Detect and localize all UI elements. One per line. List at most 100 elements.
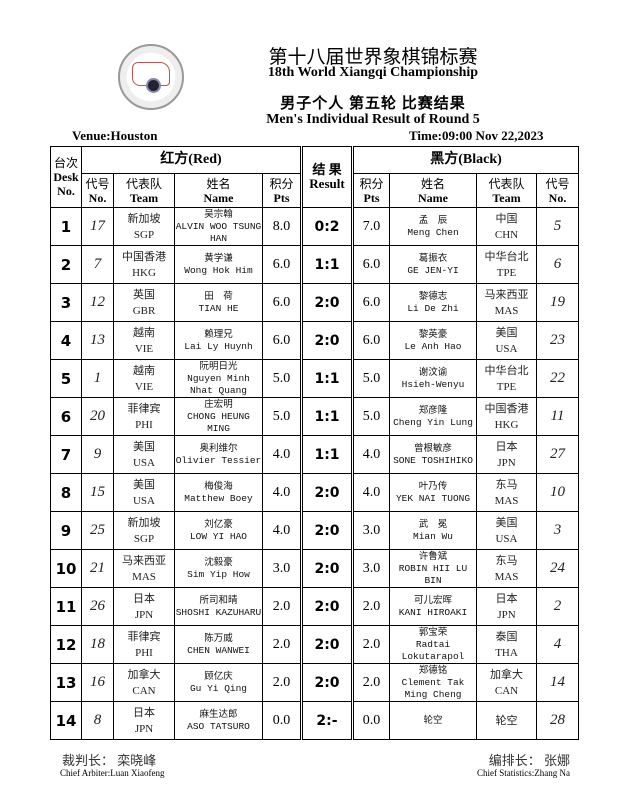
red-points-text: 0.0: [272, 712, 291, 728]
table-row: 2 7 中国香港 HKG 黄学谦 Wong Hok Him 6.0 1:1 6.0 葛振衣 GE J…: [50, 245, 579, 284]
desk-number: 2: [50, 245, 82, 284]
red-points-text: 6.0: [272, 294, 291, 310]
black-team-text: TPE: [496, 380, 517, 393]
black-points-text: 2.0: [362, 636, 381, 652]
black-player-name-text: GE JEN-YI: [407, 264, 459, 276]
black-player-no-text: 22: [550, 370, 565, 386]
red-team-text: 日本: [133, 592, 155, 605]
black-points-text: 0.0: [362, 712, 381, 728]
black-team-text: 轮空: [495, 714, 518, 727]
red-team-text: JPN: [134, 722, 154, 735]
black-team-text: CHN: [494, 228, 519, 241]
header-red-team: 代表队 Team: [113, 173, 175, 208]
red-points-text: 2.0: [272, 636, 291, 652]
red-team-text: VIE: [134, 380, 154, 393]
red-points-text: 8.0: [272, 218, 291, 234]
red-points-text: 6.0: [272, 332, 291, 348]
black-player-no-text: 6: [553, 256, 562, 272]
game-result-text: 1:1: [314, 256, 340, 273]
black-points-text: 5.0: [362, 408, 381, 424]
red-team-text: VIE: [134, 342, 154, 355]
black-player-no: 6: [536, 245, 579, 284]
black-player-name: 葛振衣 GE JEN-YI: [389, 245, 477, 284]
game-result-text: 2:-: [316, 712, 338, 729]
red-player-no-text: 8: [93, 712, 102, 728]
black-player-no: 2: [536, 587, 579, 626]
red-points: 2.0: [262, 625, 303, 664]
black-player-name-text: 孟 辰: [418, 214, 448, 226]
red-player-no-text: 20: [90, 408, 105, 424]
black-player-no: 14: [536, 663, 579, 702]
red-team-text: USA: [132, 456, 155, 469]
black-team: 中华台北 TPE: [476, 359, 537, 398]
black-team: 美国 USA: [476, 321, 537, 360]
red-points-text: 4.0: [272, 522, 291, 538]
red-player-name: 梅俊海 Matthew Boey: [174, 473, 263, 512]
black-player-name-text: 郭宝荣: [418, 626, 448, 638]
table-row: 11 26 日本 JPN 所司和晴 SHOSHI KAZUHARU 2.0 2:0 2.0 可儿宏…: [50, 587, 579, 626]
black-player-name-text: 可儿宏晖: [413, 594, 452, 606]
red-points-text: 5.0: [272, 408, 291, 424]
red-points: 6.0: [262, 321, 303, 360]
black-player-name-text: 轮空: [423, 714, 443, 726]
red-team: 越南 VIE: [113, 359, 175, 398]
black-team-text: 日本: [495, 592, 518, 605]
red-team: 加拿大 CAN: [113, 663, 175, 702]
black-team-text: 中国香港: [484, 402, 529, 415]
red-player-name: 陈万威 CHEN WANWEI: [174, 625, 263, 664]
red-team: 美国 USA: [113, 435, 175, 474]
desk-number-text: 6: [60, 407, 72, 426]
black-team: 中华台北 TPE: [476, 245, 537, 284]
game-result: 2:0: [301, 511, 354, 550]
red-player-no: 25: [81, 511, 114, 550]
black-player-name-text: Clement Tak Ming Cheng: [401, 676, 465, 700]
black-player-no-text: 5: [553, 218, 562, 234]
red-player-name-text: CHONG HEUNG MING: [187, 410, 250, 434]
red-team-text: 英国: [133, 288, 155, 301]
chief-arbiter-en: Chief Arbiter:Luan Xiaofeng: [60, 768, 165, 778]
black-player-name-text: Li De Zhi: [407, 302, 459, 314]
table-row: 7 9 美国 USA 奥利维尔 Olivier Tessier 4.0 1:1 4.0 曾根敏彦 S…: [50, 435, 579, 474]
black-points: 2.0: [352, 663, 390, 702]
table-row: 12 18 菲律宾 PHI 陈万威 CHEN WANWEI 2.0 2:0 2.0 郭宝荣 Radt…: [50, 625, 579, 664]
black-player-name-text: 曾根敏彦: [413, 442, 452, 454]
red-team: 马来西亚 MAS: [113, 549, 175, 588]
black-player-name-text: Meng Chen: [407, 226, 459, 238]
red-player-name-text: Sim Yip How: [187, 568, 250, 580]
red-player-no: 17: [81, 207, 114, 246]
black-team-text: 美国: [495, 326, 518, 339]
red-points-text: 5.0: [272, 370, 291, 386]
red-team-text: 美国: [133, 478, 155, 491]
desk-number-text: 1: [60, 217, 72, 236]
red-team: 英国 GBR: [113, 283, 175, 322]
black-points: 3.0: [352, 549, 390, 588]
black-player-no-text: 19: [550, 294, 565, 310]
black-team-text: 东马: [495, 554, 518, 567]
red-points-text: 2.0: [272, 598, 291, 614]
black-team-text: 中国: [495, 212, 518, 225]
black-team: 东马 MAS: [476, 473, 537, 512]
table-row: 14 8 日本 JPN 麻生达郎 ASO TATSURO 0.0 2:- 0.0 轮空 轮空 28: [50, 701, 579, 740]
header-black-pts: 积分 Pts: [352, 173, 390, 208]
red-points: 4.0: [262, 473, 303, 512]
chief-arbiter-cn: 裁判长： 栾晓峰: [62, 753, 157, 768]
red-player-name-text: ALVIN WOO TSUNG HAN: [175, 220, 262, 244]
desk-number-text: 13: [55, 673, 77, 692]
red-team-text: HKG: [132, 266, 156, 279]
game-result-text: 2:0: [314, 522, 340, 539]
red-team-text: 菲律宾: [127, 402, 161, 415]
game-result: 2:0: [301, 549, 354, 588]
black-player-name: 谢汶谕 Hsieh-Wenyu: [389, 359, 477, 398]
black-team-text: TPE: [496, 266, 517, 279]
red-player-name-text: Wong Hok Him: [184, 264, 253, 276]
black-player-name-text: 郑德铭: [418, 664, 448, 676]
red-team-text: 新加坡: [127, 516, 161, 529]
red-player-name-text: TIAN HE: [198, 302, 239, 314]
red-team-text: SGP: [133, 532, 155, 545]
header-black: 黑方(Black): [352, 146, 579, 174]
red-team-text: 新加坡: [127, 212, 161, 225]
black-player-name-text: Cheng Yin Lung: [393, 416, 473, 428]
black-player-no: 19: [536, 283, 579, 322]
red-points-text: 3.0: [272, 560, 291, 576]
red-points: 4.0: [262, 511, 303, 550]
